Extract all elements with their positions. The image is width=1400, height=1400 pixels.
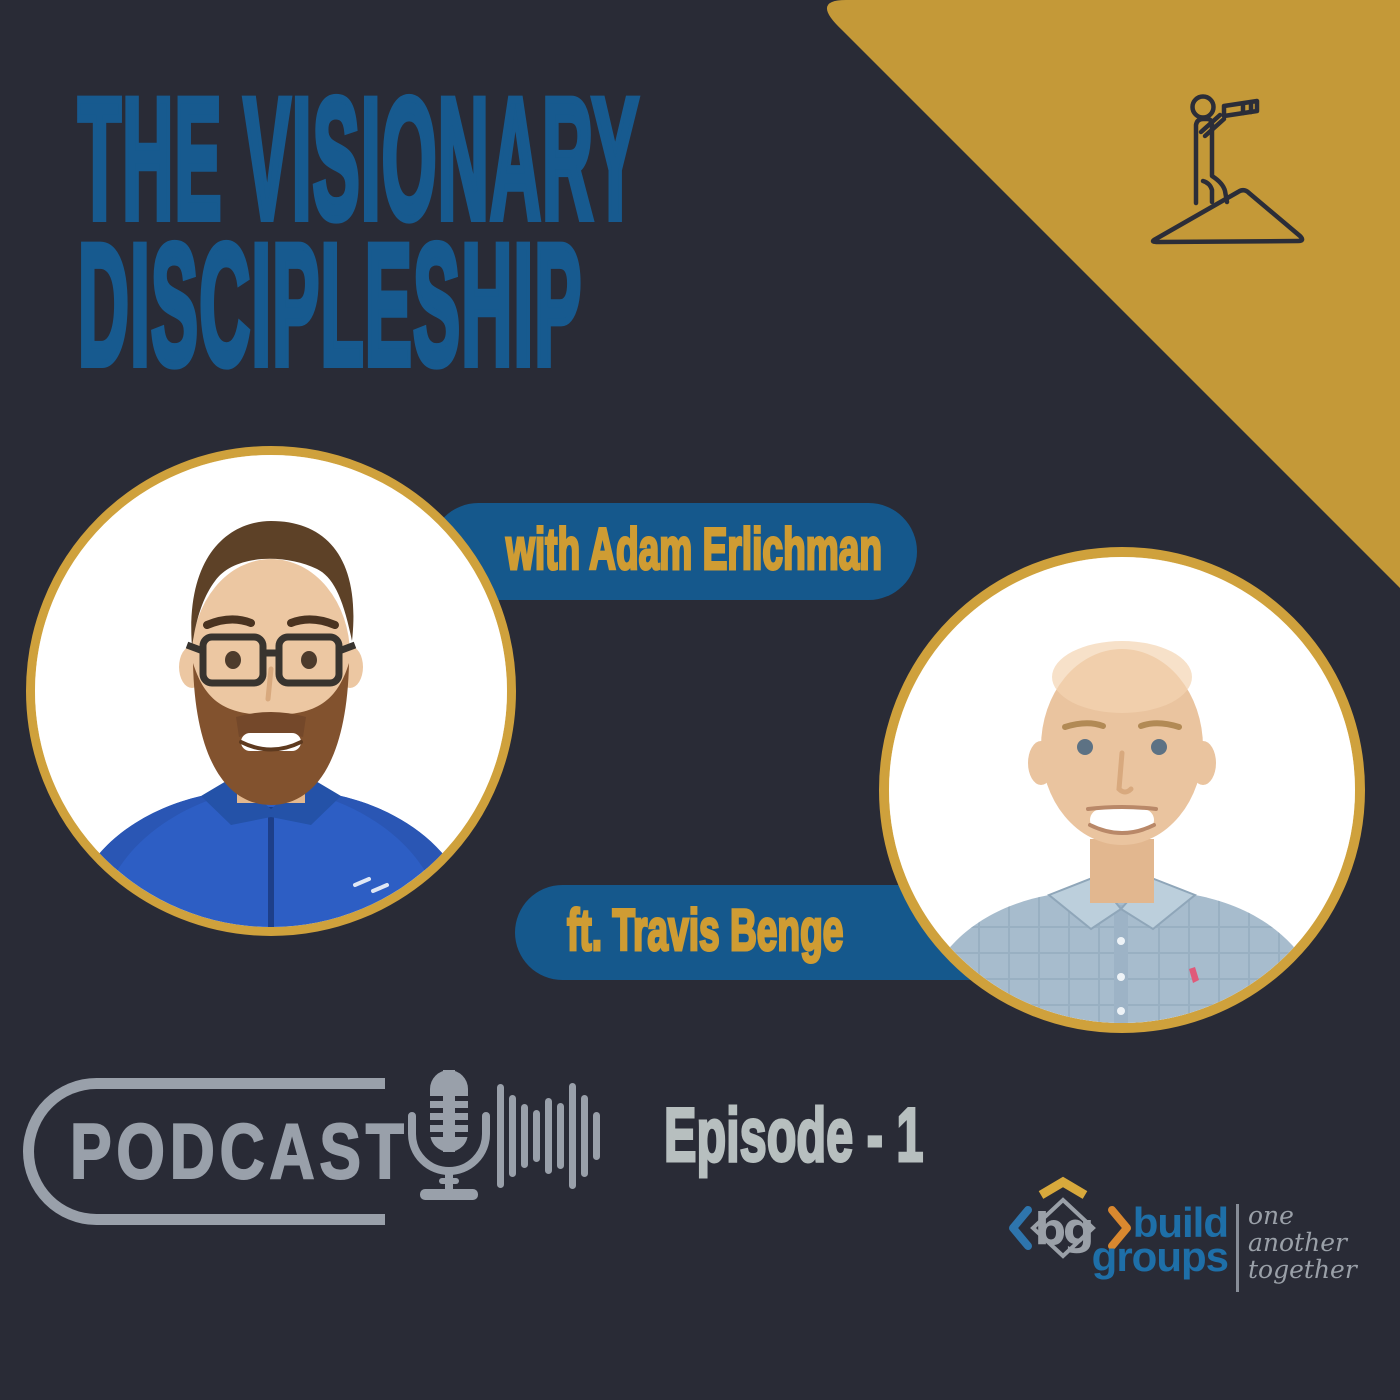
tagline-line-2: another <box>1248 1228 1347 1257</box>
tagline-line-3: together <box>1248 1255 1357 1284</box>
build-groups-icon: bg <box>1009 1176 1131 1259</box>
bg-monogram: bg <box>1035 1204 1092 1255</box>
host-badge: with Adam Erlichman <box>430 503 917 600</box>
guest-portrait-illustration <box>889 557 1355 1023</box>
host-badge-label: with Adam Erlichman <box>505 515 883 583</box>
host-photo <box>26 446 516 936</box>
waveform-icon <box>497 1083 600 1189</box>
guest-badge-label: ft. Travis Benge <box>566 896 844 964</box>
host-portrait-illustration <box>35 455 507 927</box>
telescope-man-icon <box>1150 94 1305 245</box>
microphone-icon <box>408 1070 490 1200</box>
episode-label: Episode - 1 <box>663 1092 924 1180</box>
podcast-logo-outline: PODCAST <box>23 1078 405 1225</box>
logo-tagline: one another together <box>1248 1202 1357 1283</box>
podcast-label: PODCAST <box>69 1106 409 1196</box>
page-title: THE VISIONARY DISCIPLESHIP <box>76 63 640 401</box>
wordmark-line-2: groups <box>1091 1233 1229 1280</box>
build-groups-logo: bg build groups one another together <box>1008 1176 1360 1298</box>
title-line-1: THE VISIONARY <box>76 63 640 255</box>
logo-divider <box>1236 1204 1239 1292</box>
title-line-2: DISCIPLESHIP <box>76 209 583 401</box>
build-groups-wordmark: build groups <box>1078 1199 1229 1280</box>
guest-photo <box>879 547 1365 1033</box>
tagline-line-1: one <box>1248 1201 1294 1230</box>
wordmark-line-1: build <box>1132 1199 1229 1246</box>
